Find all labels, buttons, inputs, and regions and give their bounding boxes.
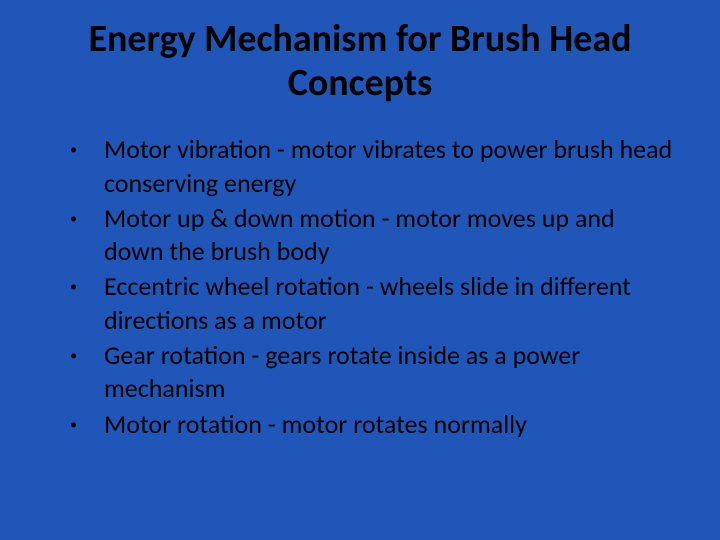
list-item: Gear rotation - gears rotate inside as a…: [70, 339, 680, 406]
bullet-list: Motor vibration - motor vibrates to powe…: [40, 133, 680, 440]
list-item: Eccentric wheel rotation - wheels slide …: [70, 270, 680, 337]
slide-title: Energy Mechanism for Brush Head Concepts: [60, 18, 660, 105]
list-item: Motor up & down motion - motor moves up …: [70, 202, 680, 269]
list-item: Motor rotation - motor rotates normally: [70, 408, 680, 441]
list-item: Motor vibration - motor vibrates to powe…: [70, 133, 680, 200]
